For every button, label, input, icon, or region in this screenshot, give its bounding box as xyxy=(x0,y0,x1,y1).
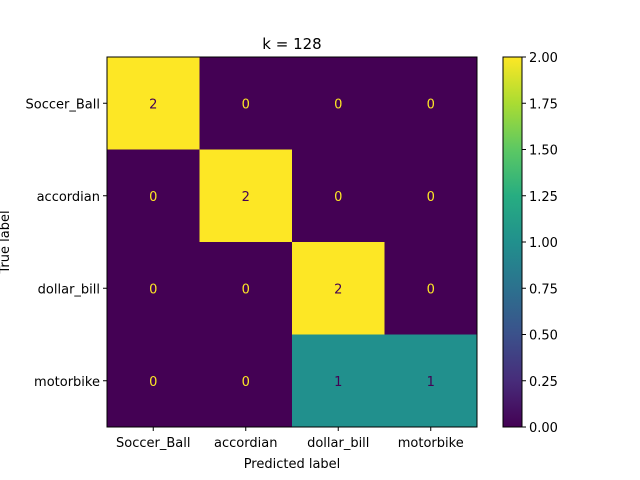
heatmap-cell xyxy=(384,242,478,335)
colorbar-ticks: 0.00 0.25 0.50 0.75 1.00 1.25 1.50 1.75 2.00 xyxy=(522,51,558,436)
heatmap-cell xyxy=(199,57,293,150)
cell-value-label: 0 xyxy=(334,190,342,205)
y-tick-label: accordian xyxy=(37,190,100,205)
colorbar-tick-label: 0.00 xyxy=(529,421,558,436)
heatmap-cell xyxy=(292,149,385,243)
colorbar-tick-label: 2.00 xyxy=(529,51,558,66)
colorbar-tick-label: 1.50 xyxy=(529,144,558,159)
cell-value-label: 0 xyxy=(149,375,157,390)
cell-value-label: 0 xyxy=(427,190,435,205)
cell-value-label: 2 xyxy=(242,190,250,205)
heatmap-cell xyxy=(384,57,478,150)
cell-value-label: 0 xyxy=(242,375,250,390)
y-tick-label: dollar_bill xyxy=(38,282,100,297)
colorbar-tick-label: 1.25 xyxy=(529,190,558,205)
cell-value-label: 0 xyxy=(242,282,250,297)
cell-value-label: 0 xyxy=(427,97,435,112)
x-tick-label: Soccer_Ball xyxy=(116,436,190,451)
x-tick-label: motorbike xyxy=(398,436,464,451)
y-tick-label: motorbike xyxy=(34,375,100,390)
colorbar-tick-label: 1.75 xyxy=(529,97,558,112)
cell-value-label: 1 xyxy=(427,375,435,390)
heatmap-cell xyxy=(107,149,200,243)
cell-value-label: 2 xyxy=(334,282,342,297)
heatmap-cell xyxy=(384,149,478,243)
heatmap-cell xyxy=(107,57,200,150)
heatmap-cell xyxy=(107,334,200,428)
heatmap-cell xyxy=(107,242,200,335)
chart-title: k = 128 xyxy=(262,35,321,53)
x-tick-label: accordian xyxy=(214,436,277,451)
colorbar-tick-label: 1.00 xyxy=(529,236,558,251)
heatmap-cell xyxy=(292,57,385,150)
x-axis-label: Predicted label xyxy=(244,457,341,472)
y-axis-ticks: Soccer_Ball accordian dollar_bill motorbike xyxy=(26,97,107,390)
heatmap-cell xyxy=(292,334,385,428)
cell-value-label: 0 xyxy=(149,282,157,297)
cell-value-label: 0 xyxy=(242,97,250,112)
y-axis-label: True label xyxy=(0,210,13,274)
cell-value-label: 1 xyxy=(334,375,342,390)
colorbar-tick-label: 0.75 xyxy=(529,282,558,297)
x-axis-ticks: Soccer_Ball accordian dollar_bill motorbike xyxy=(116,427,464,451)
heatmap-cells xyxy=(107,57,478,428)
heatmap-cell-labels: 2 0 0 0 0 2 0 0 0 0 2 0 0 0 1 1 xyxy=(149,97,435,390)
cell-value-label: 2 xyxy=(149,97,157,112)
cell-value-label: 0 xyxy=(149,190,157,205)
heatmap-cell xyxy=(199,149,293,243)
plot-frame xyxy=(106,56,478,428)
heatmap-cell xyxy=(292,242,385,335)
cell-value-label: 0 xyxy=(334,97,342,112)
colorbar-tick-label: 0.50 xyxy=(529,329,558,344)
heatmap-cell xyxy=(384,334,478,428)
colorbar xyxy=(502,56,523,428)
cell-value-label: 0 xyxy=(427,282,435,297)
y-tick-label: Soccer_Ball xyxy=(26,97,100,112)
heatmap-cell xyxy=(199,242,293,335)
x-tick-label: dollar_bill xyxy=(307,436,369,451)
colorbar-tick-label: 0.25 xyxy=(529,375,558,390)
heatmap-cell xyxy=(199,334,293,428)
